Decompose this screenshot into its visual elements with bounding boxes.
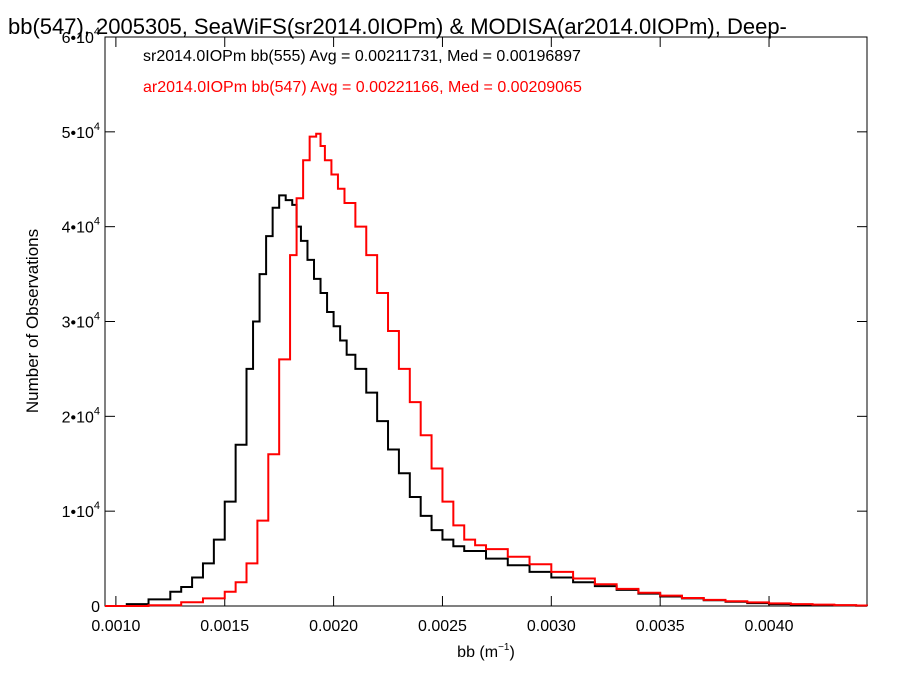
x-tick-label: 0.0020	[309, 618, 358, 635]
y-tick-label: 0	[91, 599, 100, 616]
y-tick-label-exponent: 4	[94, 500, 100, 512]
x-tick-label: 0.0035	[636, 618, 685, 635]
x-tick-label: 0.0040	[745, 618, 794, 635]
series-layer	[105, 132, 868, 607]
plot-frame	[104, 36, 868, 607]
y-tick-label: 1•104	[62, 500, 100, 521]
x-tick-label: 0.0025	[418, 618, 467, 635]
y-tick-label-exponent: 4	[94, 311, 100, 323]
y-tick-label: 2•104	[62, 405, 100, 426]
y-tick-label-base: 1•10	[62, 504, 94, 521]
legend-entry-series-2: ar2014.0IOPm bb(547) Avg = 0.00221166, M…	[143, 79, 582, 96]
y-tick-label-base: 3•10	[62, 315, 94, 332]
x-axis-label: bb (m−1)	[457, 642, 515, 661]
y-tick-label-base: 6•10	[62, 30, 94, 47]
legend-entry-series-1: sr2014.0IOPm bb(555) Avg = 0.00211731, M…	[143, 48, 581, 65]
y-tick-label-exponent: 4	[94, 405, 100, 417]
x-axis-label-tail: )	[509, 644, 514, 661]
y-tick-label: 4•104	[62, 216, 100, 237]
y-tick-label: 6•104	[62, 26, 100, 47]
y-tick-label: 5•104	[62, 121, 100, 142]
x-axis-label-exponent: −1	[498, 642, 510, 653]
y-tick-label-base: 4•10	[62, 220, 94, 237]
y-axis-label: Number of Observations	[23, 229, 42, 413]
y-tick-label-base: 0	[91, 599, 100, 616]
y-tick-label-base: 2•10	[62, 409, 94, 426]
x-tick-label: 0.0030	[527, 618, 576, 635]
chart-title: bb(547), 2005305, SeaWiFS(sr2014.0IOPm) …	[8, 14, 787, 39]
y-tick-label-exponent: 4	[94, 216, 100, 228]
x-tick-label: 0.0010	[91, 618, 140, 635]
y-tick-label-base: 5•10	[62, 125, 94, 142]
x-tick-label: 0.0015	[200, 618, 249, 635]
x-axis-label-main: bb (m	[457, 644, 498, 661]
x-axis-ticks: 0.0010 0.0015 0.0020 0.0025 0.0030 0.0035 0.00…	[91, 37, 794, 635]
y-tick-label-exponent: 4	[94, 26, 100, 38]
y-tick-label-exponent: 4	[94, 121, 100, 133]
series-line-2	[105, 132, 868, 607]
y-tick-label: 3•104	[62, 311, 100, 332]
